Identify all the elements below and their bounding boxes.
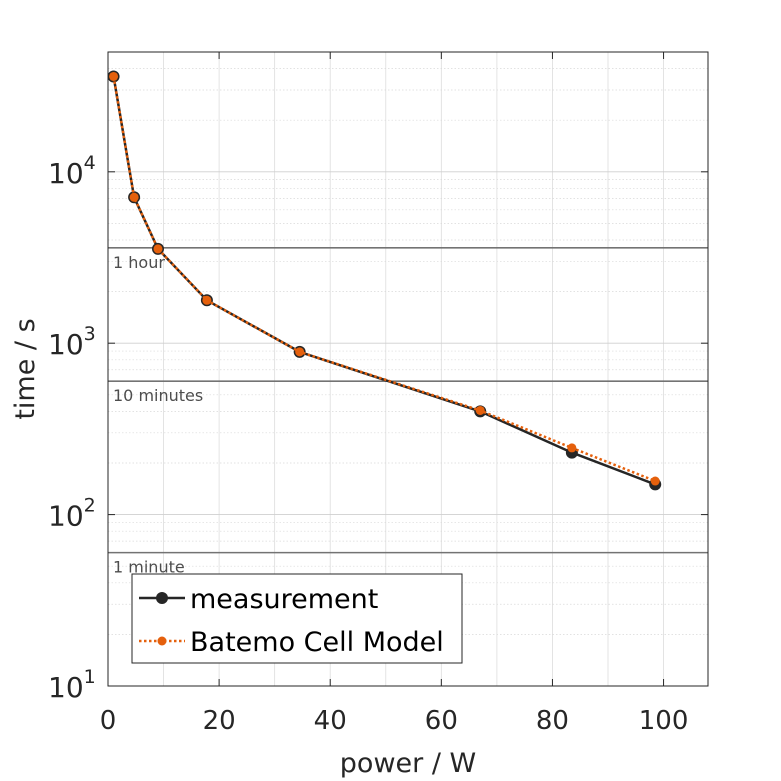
legend-marker-measurement (156, 592, 168, 604)
data-point-batemo (153, 244, 163, 254)
reference-line-label: 10 minutes (113, 386, 203, 405)
legend: measurement Batemo Cell Model (131, 573, 463, 664)
y-tick-label: 103 (48, 323, 96, 361)
ticks (107, 52, 708, 687)
data-point-batemo (475, 405, 485, 415)
y-tick-label: 102 (48, 495, 96, 533)
x-tick-label: 80 (536, 706, 569, 736)
data-point-batemo (109, 71, 119, 81)
y-tick-label: 104 (48, 152, 96, 190)
legend-label-measurement: measurement (190, 584, 378, 615)
grid (108, 52, 708, 686)
tick-labels: 0 20 40 60 80 100 101 102 103 104 (48, 152, 688, 736)
legend-marker-batemo (157, 636, 167, 646)
data-point-batemo (650, 476, 660, 486)
data-point-batemo (202, 295, 212, 305)
data-point-batemo (567, 443, 577, 453)
data-point-batemo (129, 192, 139, 202)
series-layer (107, 70, 662, 491)
x-tick-label: 20 (203, 706, 236, 736)
x-tick-label: 40 (314, 706, 347, 736)
legend-label-batemo: Batemo Cell Model (190, 627, 444, 658)
data-point-batemo (295, 347, 305, 357)
x-axis-label: power / W (340, 748, 476, 779)
x-tick-label: 60 (425, 706, 458, 736)
plot-frame (107, 51, 709, 687)
reference-line-label: 1 hour (113, 253, 165, 272)
x-tick-label: 0 (100, 706, 117, 736)
y-tick-label: 101 (48, 666, 96, 704)
reference-lines: 1 hour 10 minutes 1 minute (108, 247, 708, 577)
series-line-1 (112, 76, 656, 483)
y-axis-label: time / s (10, 318, 41, 419)
legend-box (131, 573, 463, 664)
reference-line-label: 1 minute (113, 558, 185, 577)
x-tick-label: 100 (639, 706, 689, 736)
